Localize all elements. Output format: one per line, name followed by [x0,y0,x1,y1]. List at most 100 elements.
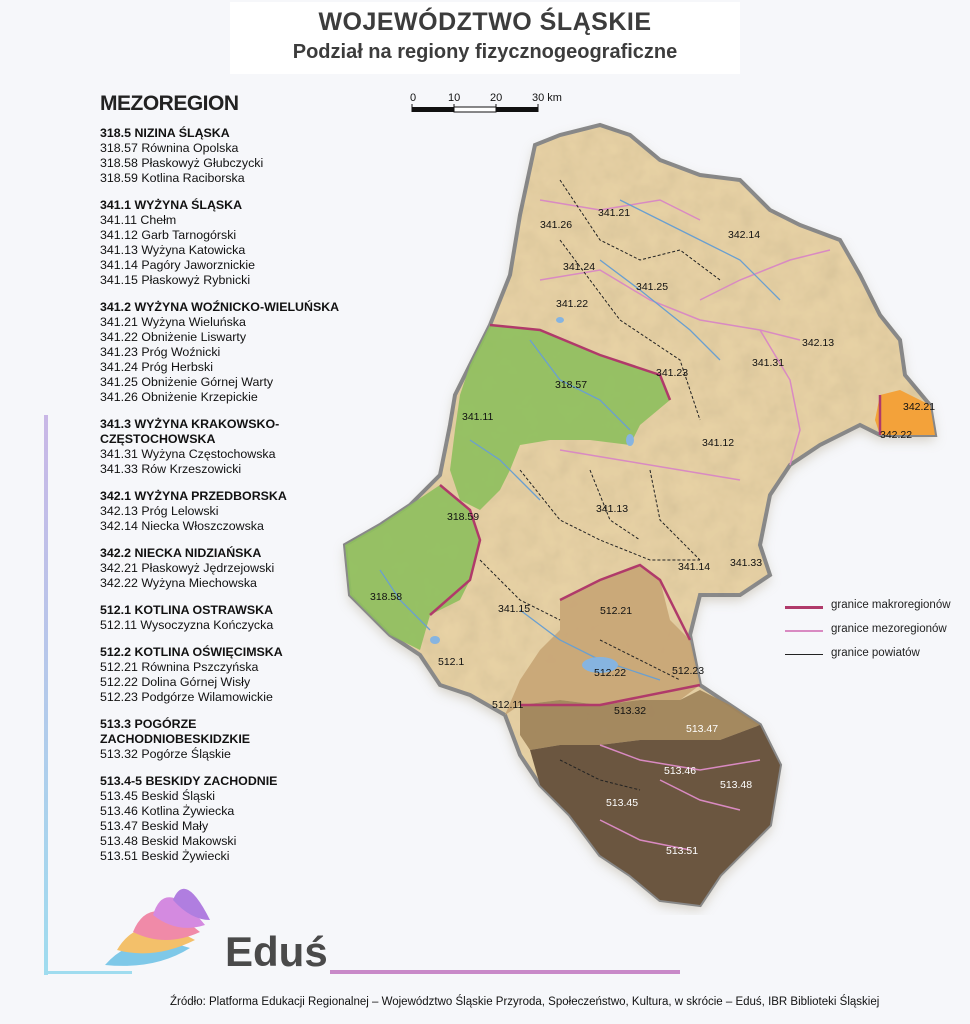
region-label: 341.33 [730,557,762,569]
legend-row-mesoregions: granice mezoregionów [785,622,970,646]
legend-group: 341.2 WYŻYNA WOŹNICKO-WIELUŃSKA 341.21 Wy… [100,300,340,405]
decorative-side-line [44,415,48,975]
macroregion-title: 513.3 POGÓRZE ZACHODNIOBESKIDZKIE [100,717,251,746]
mesoregion-item: 341.13 Wyżyna Katowicka [100,243,246,257]
voivodeship-map: 341.21 341.26 342.14 341.24 341.25 341.2… [330,115,950,920]
mesoregion-item: 341.21 Wyżyna Wieluńska [100,315,246,329]
mesoregion-item: 513.51 Beskid Żywiecki [100,849,230,863]
lake [430,636,440,644]
scale-bar: 0 10 20 30 km [408,90,568,120]
region-label: 318.57 [555,379,587,391]
mesoregion-item: 341.26 Obniżenie Krzepickie [100,390,258,404]
macroregion-title: 512.1 KOTLINA OSTRAWSKA [100,603,274,617]
legend-heading: MEZOREGION [100,92,239,115]
region-label: 513.47 [686,723,718,735]
macroregion-title: 342.1 WYŻYNA PRZEDBORSKA [100,489,287,503]
mesoregion-item: 342.13 Próg Lelowski [100,504,219,518]
macroregion-title: 512.2 KOTLINA OŚWIĘCIMSKA [100,645,283,659]
region-label: 341.26 [540,219,572,231]
mesoregion-legend: MEZOREGION 318.5 NIZINA ŚLĄSKA 318.57 Rów… [100,92,340,876]
region-label: 341.15 [498,603,530,615]
region-label: 318.58 [370,591,402,603]
legend-group: 512.1 KOTLINA OSTRAWSKA 512.11 Wysoczyzna… [100,603,340,633]
mesoregion-item: 341.23 Próg Woźnicki [100,345,221,359]
legend-row-macroregions: granice makroregionów [785,598,970,622]
macroregion-title: 342.2 NIECKA NIDZIAŃSKA [100,546,262,560]
mesoregion-item: 342.21 Płaskowyż Jędrzejowski [100,561,275,575]
mesoregion-item: 318.58 Płaskowyż Głubczycki [100,156,264,170]
border-legend: granice makroregionów granice mezoregion… [785,598,970,670]
scale-tick-label: 0 [410,92,417,104]
region-label: 513.46 [664,765,696,777]
region-label: 513.32 [614,705,646,717]
region-label: 341.23 [656,367,688,379]
region-label: 341.12 [702,437,734,449]
legend-group: 512.2 KOTLINA OŚWIĘCIMSKA 512.21 Równina … [100,645,340,705]
region-label: 513.51 [666,845,698,857]
mesoregion-item: 513.48 Beskid Makowski [100,834,237,848]
region-label: 341.14 [678,561,710,573]
region-label: 341.22 [556,298,588,310]
legend-group: 342.2 NIECKA NIDZIAŃSKA 342.21 Płaskowyż … [100,546,340,591]
mesoregion-item: 512.11 Wysoczyzna Kończycka [100,618,274,632]
mesoregion-item: 513.45 Beskid Śląski [100,789,216,803]
mesoregion-item: 513.46 Kotlina Żywiecka [100,804,235,818]
legend-row-counties: granice powiatów [785,646,970,670]
legend-group: 341.3 WYŻYNA KRAKOWSKO- CZĘSTOCHOWSKA 341… [100,417,340,477]
region-label: 512.11 [492,699,523,711]
region-label: 341.11 [462,411,493,423]
mesoregion-item: 341.15 Płaskowyż Rybnicki [100,273,251,287]
macroregion-title: 318.5 NIZINA ŚLĄSKA [100,126,230,140]
mesoregion-item: 341.12 Garb Tarnogórski [100,228,237,242]
region-label: 342.13 [802,337,834,349]
scale-tick-label: 30 km [532,92,562,104]
decorative-bottom-line [44,971,132,974]
lake [626,434,634,446]
legend-group: 342.1 WYŻYNA PRZEDBORSKA 342.13 Próg Lelo… [100,489,340,534]
region-label: 512.23 [672,665,704,677]
scale-tick-label: 10 [448,92,461,104]
legend-label: granice powiatów [831,647,920,659]
lake [582,657,618,673]
legend-group: 341.1 WYŻYNA ŚLĄSKA 341.11 Chełm 341.12 Ga… [100,198,340,288]
mesoregion-item: 341.33 Rów Krzeszowicki [100,462,242,476]
legend-groups: 318.5 NIZINA ŚLĄSKA 318.57 Równina Opolsk… [100,126,340,864]
brand-underline [330,970,680,974]
mesoregion-item: 513.47 Beskid Mały [100,819,209,833]
lowland-area-south [345,485,480,650]
region-label: 341.25 [636,281,668,293]
macroregion-line-swatch [785,606,823,609]
macroregion-borders [429,323,882,707]
map-title: WOJEWÓDZTWO ŚLĄSKIE [318,8,652,36]
region-label: 341.13 [596,503,628,515]
mesoregion-item: 513.32 Pogórze Śląskie [100,747,231,761]
macroregion-title: 341.1 WYŻYNA ŚLĄSKA [100,198,243,212]
legend-group: 513.4-5 BESKIDY ZACHODNIE 513.45 Beskid Ś… [100,774,340,864]
title-block: WOJEWÓDZTWO ŚLĄSKIE Podział na regiony f… [230,2,740,74]
legend-group: 513.3 POGÓRZE ZACHODNIOBESKIDZKIE 513.32 … [100,717,340,762]
region-label: 342.14 [728,229,760,241]
lowland-area-north [450,325,670,510]
mesoregion-borders [539,199,831,851]
rivers [379,199,781,681]
region-label: 342.21 [903,401,935,413]
mesoregion-item: 342.22 Wyżyna Miechowska [100,576,257,590]
county-line-swatch [785,654,823,655]
mesoregion-item: 512.23 Podgórze Wilamowickie [100,690,273,704]
brand-name: Eduś [225,928,328,975]
lake [556,317,564,323]
mesoregion-item: 341.31 Wyżyna Częstochowska [100,447,276,461]
mountains-area [530,725,780,905]
mesoregion-item: 512.22 Dolina Górnej Wisły [100,675,251,689]
map-graphic: 341.21 341.26 342.14 341.24 341.25 341.2… [342,122,938,910]
mesoregion-item: 341.24 Próg Herbski [100,360,213,374]
macroregion-title: 513.4-5 BESKIDY ZACHODNIE [100,774,278,788]
macroregion-title: 341.2 WYŻYNA WOŹNICKO-WIELUŃSKA [100,300,340,314]
region-label: 512.1 [438,656,464,668]
mesoregion-item: 318.59 Kotlina Raciborska [100,171,245,185]
mesoregion-item: 341.14 Pagóry Jaworznickie [100,258,255,272]
region-label: 341.21 [598,207,630,219]
region-label: 341.31 [752,357,784,369]
region-label: 341.24 [563,261,595,273]
mesoregion-item: 318.57 Równina Opolska [100,141,239,155]
